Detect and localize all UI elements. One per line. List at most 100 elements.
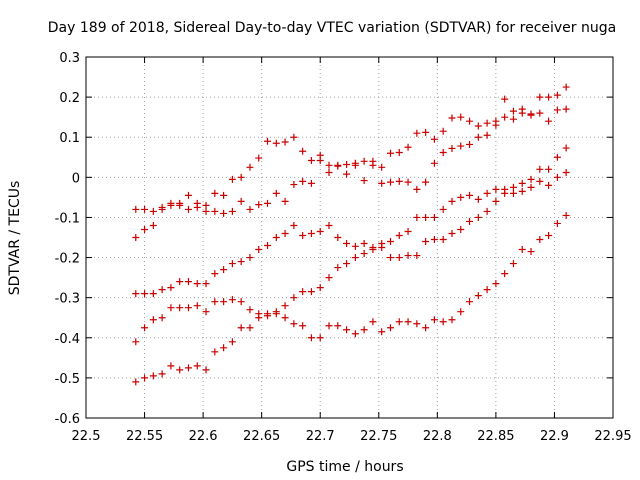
- data-point-track-a: [237, 173, 245, 181]
- y-tick-label: 0.3: [59, 51, 80, 66]
- data-point-track-a: [501, 95, 509, 103]
- data-point-track-d: [501, 189, 509, 197]
- data-point-track-d: [536, 177, 544, 185]
- data-point-track-d: [132, 338, 140, 346]
- x-tick-label: 22.55: [126, 429, 163, 444]
- data-points: [132, 83, 570, 386]
- data-point-track-b: [264, 199, 272, 207]
- data-point-track-d: [457, 225, 465, 233]
- data-point-track-c: [158, 286, 166, 294]
- data-point-track-d: [509, 189, 517, 197]
- data-point-track-a: [202, 201, 210, 209]
- x-tick-label: 22.95: [594, 429, 631, 444]
- data-point-track-b: [255, 201, 263, 209]
- data-point-track-d: [430, 236, 438, 244]
- data-point-track-e: [483, 286, 491, 294]
- data-point-track-d: [562, 169, 570, 177]
- data-point-track-b: [413, 185, 421, 193]
- data-point-track-d: [167, 304, 175, 312]
- data-point-track-a: [141, 205, 149, 213]
- data-point-track-e: [264, 312, 272, 320]
- data-point-track-d: [228, 296, 236, 304]
- data-point-track-b: [220, 209, 228, 217]
- data-point-track-d: [378, 240, 386, 248]
- data-point-track-c: [430, 213, 438, 221]
- data-point-track-c: [316, 227, 324, 235]
- data-point-track-c: [483, 189, 491, 197]
- data-point-track-e: [343, 326, 351, 334]
- data-point-track-b: [158, 205, 166, 213]
- data-point-track-d: [220, 298, 228, 306]
- data-point-track-b: [360, 177, 368, 185]
- data-point-track-e: [132, 378, 140, 386]
- data-point-track-b: [553, 106, 561, 114]
- data-point-track-a: [395, 148, 403, 156]
- data-point-track-b: [386, 178, 394, 186]
- data-point-track-c: [536, 165, 544, 173]
- data-point-track-c: [553, 153, 561, 161]
- data-point-track-a: [255, 154, 263, 162]
- data-point-track-e: [307, 334, 315, 342]
- data-point-track-c: [518, 179, 526, 187]
- data-point-track-a: [378, 163, 386, 171]
- y-tick-label: -0.5: [55, 372, 80, 387]
- data-point-track-a: [422, 128, 430, 136]
- data-point-track-c: [149, 290, 157, 298]
- data-point-track-d: [439, 236, 447, 244]
- grid-lines: [86, 57, 613, 418]
- x-tick-label: 22.65: [243, 429, 280, 444]
- data-point-track-e: [202, 366, 210, 374]
- plot-frame: [85, 56, 614, 419]
- data-point-track-c: [413, 213, 421, 221]
- data-point-track-b: [193, 203, 201, 211]
- data-point-track-c: [255, 246, 263, 254]
- data-point-track-e: [211, 348, 219, 356]
- data-point-track-c: [167, 284, 175, 292]
- data-point-track-b: [299, 177, 307, 185]
- data-point-track-a: [457, 113, 465, 121]
- data-point-track-e: [228, 338, 236, 346]
- data-point-track-e: [545, 231, 553, 239]
- data-point-track-e: [193, 362, 201, 370]
- data-point-track-c: [237, 258, 245, 266]
- data-point-track-d: [545, 181, 553, 189]
- data-point-track-d: [149, 316, 157, 324]
- data-point-track-b: [167, 199, 175, 207]
- data-point-track-b: [237, 197, 245, 205]
- data-point-track-d: [466, 217, 474, 225]
- data-point-track-d: [202, 308, 210, 316]
- data-point-track-d: [316, 284, 324, 292]
- data-point-track-d: [184, 304, 192, 312]
- data-point-track-c: [545, 165, 553, 173]
- x-tick-label: 22.75: [360, 429, 397, 444]
- data-point-track-b: [228, 207, 236, 215]
- data-point-track-c: [343, 240, 351, 248]
- x-axis-label: GPS time / hours: [286, 459, 403, 475]
- data-point-track-a: [439, 127, 447, 135]
- data-point-track-e: [553, 219, 561, 227]
- data-point-track-e: [404, 318, 412, 326]
- y-tick-label: 0.2: [59, 91, 80, 106]
- data-point-track-c: [325, 221, 333, 229]
- data-point-track-c: [272, 234, 280, 241]
- data-point-track-d: [360, 250, 368, 258]
- data-point-track-e: [149, 372, 157, 380]
- data-point-track-e: [457, 308, 465, 316]
- data-point-track-c: [457, 193, 465, 201]
- data-point-track-b: [149, 221, 157, 229]
- data-point-track-c: [474, 195, 482, 203]
- x-axis-ticks: 22.5 22.55 22.6 22.65 22.7 22.75 22.8 22.85 22.9…: [72, 57, 632, 444]
- data-point-track-e: [527, 248, 535, 256]
- data-point-track-b: [404, 178, 412, 186]
- data-point-track-b: [325, 169, 333, 177]
- data-point-track-d: [553, 173, 561, 181]
- data-point-track-c: [184, 278, 192, 286]
- data-point-track-b: [316, 156, 324, 164]
- data-point-track-d: [527, 183, 535, 191]
- data-point-track-b: [457, 142, 465, 150]
- data-point-track-a: [149, 207, 157, 215]
- y-tick-label: -0.3: [55, 292, 80, 307]
- data-point-track-c: [466, 191, 474, 199]
- data-point-track-c: [264, 242, 272, 250]
- data-point-track-c: [176, 278, 184, 286]
